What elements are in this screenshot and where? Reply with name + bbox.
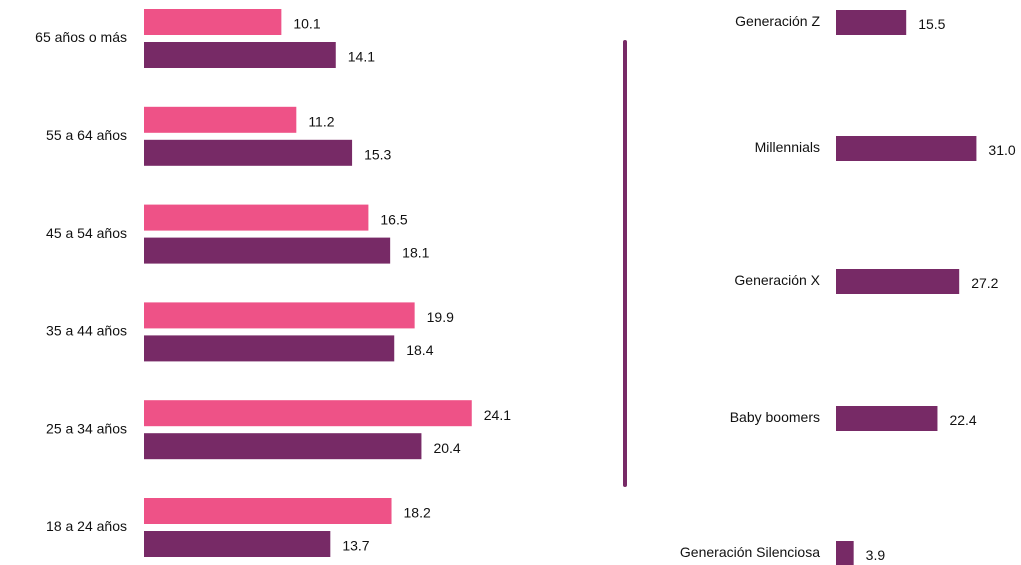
category-label: Baby boomers	[730, 409, 820, 425]
bar	[144, 237, 391, 264]
value-label: 15.5	[918, 16, 945, 32]
bar	[144, 433, 422, 460]
value-label: 10.1	[293, 16, 320, 32]
bar	[836, 269, 960, 294]
category-label: Generación Silenciosa	[680, 544, 820, 560]
category-label: 55 a 64 años	[46, 127, 127, 143]
bar	[836, 406, 938, 431]
category-label: Generación Z	[735, 13, 820, 29]
value-label: 18.2	[404, 505, 431, 521]
bar	[836, 10, 907, 35]
bar	[144, 9, 282, 35]
value-label: 14.1	[348, 49, 375, 65]
bar	[144, 302, 415, 329]
category-label: Generación X	[734, 272, 820, 288]
value-label: 31.0	[988, 142, 1015, 158]
value-label: 24.1	[484, 407, 511, 423]
value-label: 27.2	[971, 275, 998, 291]
bar	[144, 335, 395, 362]
category-label: 18 a 24 años	[46, 518, 127, 534]
bar	[144, 106, 297, 133]
value-label: 15.3	[364, 147, 391, 163]
value-label: 18.4	[406, 342, 433, 358]
value-label: 11.2	[308, 114, 334, 130]
value-label: 22.4	[949, 412, 976, 428]
value-label: 18.1	[402, 244, 429, 260]
value-label: 3.9	[866, 547, 886, 563]
category-label: 45 a 54 años	[46, 225, 127, 241]
value-label: 13.7	[342, 538, 369, 554]
value-label: 20.4	[433, 440, 460, 456]
category-label: 65 años o más	[35, 29, 127, 45]
category-label: 25 a 34 años	[46, 420, 127, 436]
value-label: 19.9	[427, 309, 454, 325]
bar	[144, 498, 392, 524]
bar	[144, 204, 369, 231]
bar	[144, 42, 336, 68]
category-label: Millennials	[755, 139, 820, 155]
bar	[836, 136, 977, 161]
bar	[144, 400, 472, 427]
value-label: 16.5	[380, 211, 407, 227]
bar	[144, 139, 353, 166]
category-label: 35 a 44 años	[46, 323, 127, 339]
bar	[836, 541, 854, 565]
bar	[144, 531, 331, 557]
